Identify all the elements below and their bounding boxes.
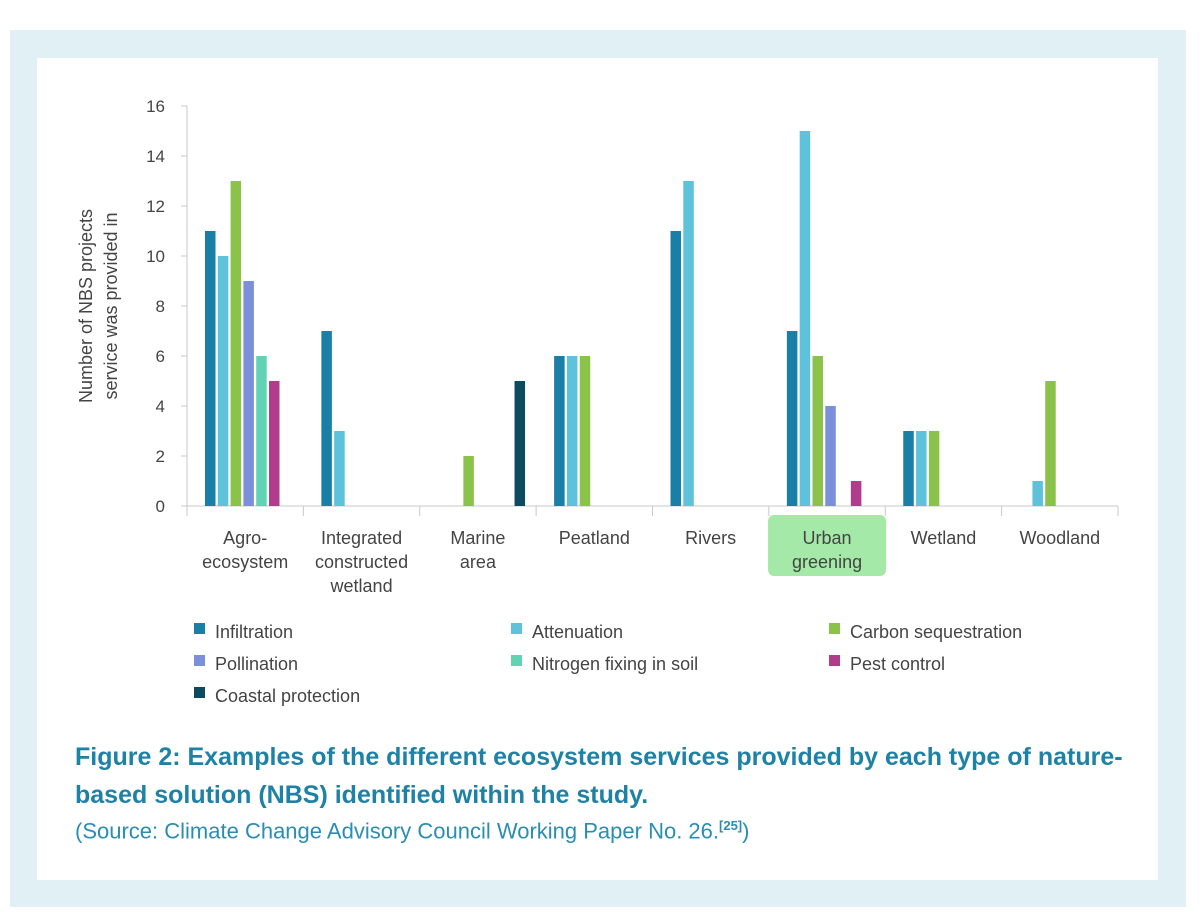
bar-infiltration	[554, 356, 565, 506]
x-category-label: Urban	[803, 528, 852, 548]
bar-carbon-sequestration	[579, 356, 591, 506]
bar-infiltration	[670, 231, 681, 506]
bar-attenuation	[334, 431, 345, 506]
x-category-label: constructed	[315, 552, 408, 572]
y-axis-title: Number of NBS projects	[76, 209, 96, 403]
y-tick-label: 12	[146, 197, 165, 216]
y-tick-label: 8	[156, 297, 165, 316]
x-category-label: Agro-	[223, 528, 267, 548]
legend-label: Coastal protection	[215, 686, 360, 706]
x-category-label: area	[460, 552, 497, 572]
bar-carbon-sequestration	[812, 356, 823, 506]
bar-nitrogen-fixing-in-soil	[256, 356, 267, 506]
bar-coastal-protection	[514, 381, 526, 506]
legend-swatch	[194, 655, 205, 666]
bar-infiltration	[786, 331, 798, 506]
y-tick-label: 14	[146, 147, 165, 166]
y-tick-label: 6	[156, 347, 165, 366]
x-category-label: greening	[792, 552, 862, 572]
x-category-label: ecosystem	[202, 552, 288, 572]
bar-infiltration	[205, 231, 216, 506]
legend-label: Pollination	[215, 654, 298, 674]
legend-swatch	[194, 687, 205, 698]
y-axis-title: service was provided in	[101, 212, 121, 399]
source-close: )	[742, 818, 750, 844]
bar-pest-control	[269, 381, 280, 506]
legend-swatch	[829, 623, 840, 634]
bar-attenuation	[1032, 481, 1043, 506]
category-highlight	[768, 515, 887, 576]
x-category-label: wetland	[330, 576, 393, 596]
legend-label: Nitrogen fixing in soil	[532, 654, 698, 674]
x-category-label: Wetland	[911, 528, 977, 548]
legend-label: Pest control	[850, 654, 945, 674]
bar-attenuation	[683, 181, 694, 506]
legend-label: Infiltration	[215, 622, 293, 642]
bar-carbon-sequestration	[928, 431, 940, 506]
legend-label: Carbon sequestration	[850, 622, 1022, 642]
bar-attenuation	[566, 356, 578, 506]
bar-infiltration	[321, 331, 332, 506]
y-tick-label: 16	[146, 97, 165, 116]
figure-source: (Source: Climate Change Advisory Council…	[75, 818, 749, 844]
bar-carbon-sequestration	[230, 181, 242, 506]
x-category-label: Peatland	[559, 528, 630, 548]
bar-pollination	[825, 406, 836, 506]
legend-swatch	[511, 623, 522, 634]
bar-infiltration	[903, 431, 914, 506]
bar-pollination	[243, 281, 254, 506]
x-category-label: Woodland	[1019, 528, 1100, 548]
bar-attenuation	[217, 256, 229, 506]
y-tick-label: 10	[146, 247, 165, 266]
legend-swatch	[194, 623, 205, 634]
figure-caption: Figure 2: Examples of the different ecos…	[75, 743, 1123, 809]
x-category-label: Marine	[450, 528, 505, 548]
x-category-label: Rivers	[685, 528, 736, 548]
bar-attenuation	[916, 431, 927, 506]
y-tick-label: 0	[156, 497, 165, 516]
source-text: (Source: Climate Change Advisory Council…	[75, 818, 720, 844]
y-tick-label: 4	[156, 397, 165, 416]
source-reference[interactable]: [25]	[719, 818, 743, 833]
legend-label: Attenuation	[532, 622, 623, 642]
legend-swatch	[511, 655, 522, 666]
bar-carbon-sequestration	[463, 456, 474, 506]
bar-attenuation	[799, 131, 811, 506]
bar-pest-control	[850, 481, 862, 506]
x-category-label: Integrated	[321, 528, 402, 548]
legend-swatch	[829, 655, 840, 666]
bar-carbon-sequestration	[1045, 381, 1056, 506]
y-tick-label: 2	[156, 447, 165, 466]
